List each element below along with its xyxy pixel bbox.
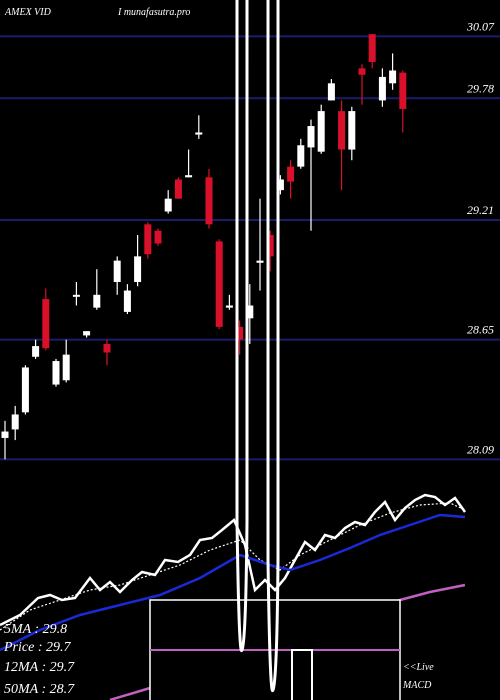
indicator-line [0, 502, 466, 631]
legend-item: Price : 29.7 [3, 640, 71, 655]
candle-body [113, 260, 121, 282]
candle-body [317, 111, 325, 152]
candle-body [32, 346, 40, 357]
macd-label: MACD [402, 680, 432, 691]
candle-body [154, 230, 162, 244]
candle-body [123, 290, 131, 312]
candle-body [164, 198, 172, 212]
candle-body [144, 224, 152, 255]
candle-body [62, 354, 70, 381]
live-link[interactable]: <<Live [403, 662, 434, 673]
candle-body [368, 34, 376, 62]
candle-body [389, 70, 397, 84]
candle-body [21, 367, 29, 413]
candle-body [307, 126, 315, 148]
indicator-line [0, 493, 467, 627]
candle-body [134, 256, 142, 282]
legend-item: 12MA : 29.7 [4, 660, 75, 675]
legend-item: 50MA : 28.7 [4, 682, 75, 697]
candle-body [195, 132, 203, 135]
candle-body [399, 72, 407, 109]
candle-body [11, 414, 19, 430]
candle-body [42, 299, 50, 349]
candle-body [72, 294, 80, 297]
y-tick-label: 28.65 [467, 323, 494, 337]
candle-body [338, 111, 346, 150]
candle-body [52, 361, 60, 385]
candle-body [266, 235, 274, 257]
y-tick-label: 30.07 [466, 19, 495, 33]
indicator-line [0, 513, 466, 652]
candles [1, 34, 407, 460]
artifact-lines [235, 0, 280, 693]
candle-body [297, 145, 305, 167]
legend-item: 5MA : 29.8 [4, 622, 67, 637]
macd-bar [291, 649, 313, 700]
candle-body [103, 343, 111, 353]
candle-body [287, 166, 295, 182]
legend: 5MA : 29.8 Price : 29.7 12MA : 29.7 50MA… [3, 622, 434, 697]
candle-body [256, 260, 264, 263]
candle-body [348, 111, 356, 150]
candle-body [93, 294, 101, 308]
spike [266, 0, 280, 693]
y-tick-label: 29.21 [467, 203, 494, 217]
candle-body [246, 305, 254, 319]
candle-body [358, 68, 366, 75]
candle-body [276, 179, 284, 191]
source: I munafasutra.pro [117, 7, 190, 18]
candle-body [174, 179, 182, 199]
y-tick-label: 29.78 [467, 81, 494, 95]
candle-body [225, 305, 233, 308]
candle-body [236, 326, 244, 340]
candle-body [185, 175, 193, 178]
candle-body [1, 431, 9, 438]
y-tick-label: 28.09 [467, 442, 494, 456]
spike [235, 0, 249, 653]
candle-body [205, 177, 213, 225]
candle-body [83, 331, 91, 336]
chart-title: AMEX VID [4, 7, 52, 18]
candle-body [215, 241, 223, 327]
candle-body [378, 76, 386, 101]
candle-body [327, 83, 335, 101]
